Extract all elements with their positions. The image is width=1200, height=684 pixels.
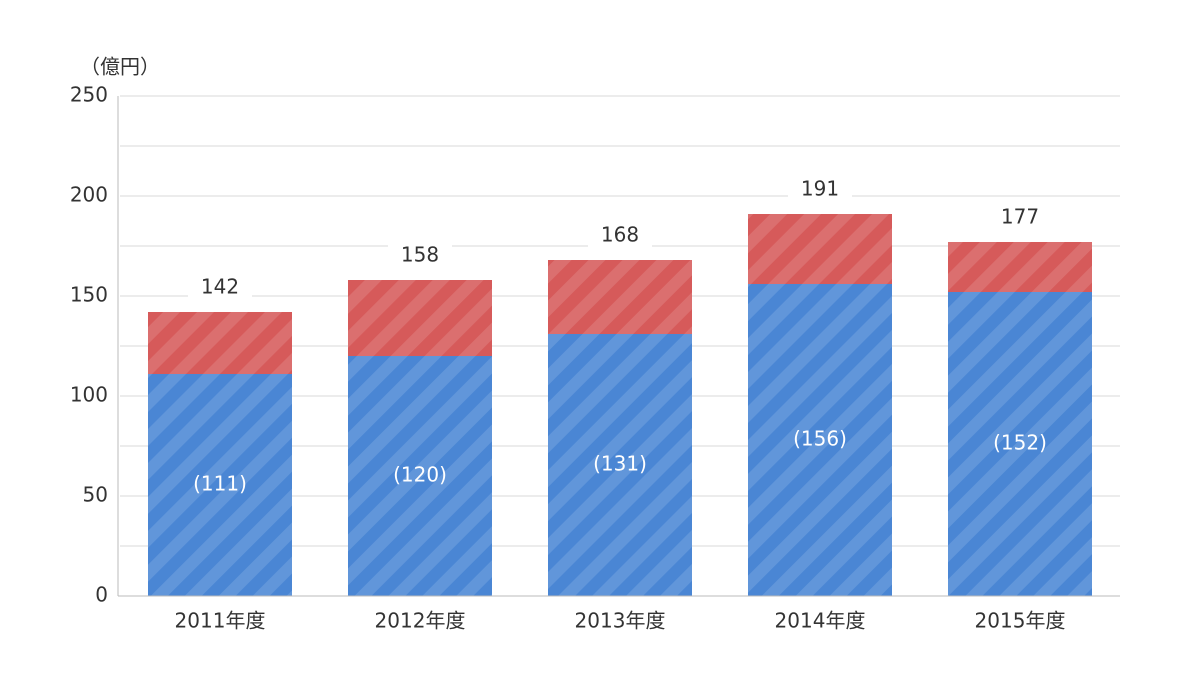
total-label-bg (988, 206, 1052, 230)
y-tick-label: 50 (83, 483, 108, 507)
total-label: 142 (201, 275, 239, 299)
bar-segment (948, 292, 1092, 596)
value-label: (120) (393, 463, 447, 487)
bar-segment (148, 374, 292, 596)
total-label: 168 (601, 223, 639, 247)
total-label-bg (188, 276, 252, 300)
y-tick-label: 0 (95, 583, 108, 607)
x-tick-label: 2012年度 (375, 609, 466, 633)
y-tick-label: 200 (70, 183, 108, 207)
x-tick-label: 2011年度 (175, 609, 266, 633)
y-tick-label: 150 (70, 283, 108, 307)
bar-segment (548, 334, 692, 596)
total-label: 177 (1001, 205, 1039, 229)
value-label: (111) (193, 472, 247, 496)
y-tick-label: 250 (70, 83, 108, 107)
bar-segment (748, 214, 892, 284)
bar-segment (348, 356, 492, 596)
x-tick-label: 2013年度 (575, 609, 666, 633)
total-label-bg (388, 244, 452, 268)
x-tick-label: 2014年度 (775, 609, 866, 633)
bar-segment (148, 312, 292, 374)
x-tick-label: 2015年度 (975, 609, 1066, 633)
total-label-bg (588, 224, 652, 248)
total-label-bg (788, 178, 852, 202)
value-label: (152) (993, 431, 1047, 455)
bar-segment (348, 280, 492, 356)
unit-label: （億円） (80, 55, 160, 79)
bar-segment (948, 242, 1092, 292)
total-label: 158 (401, 243, 439, 267)
y-tick-label: 100 (70, 383, 108, 407)
total-label: 191 (801, 177, 839, 201)
bar-segment (748, 284, 892, 596)
value-label: (156) (793, 427, 847, 451)
bar-segment (548, 260, 692, 334)
value-label: (131) (593, 452, 647, 476)
